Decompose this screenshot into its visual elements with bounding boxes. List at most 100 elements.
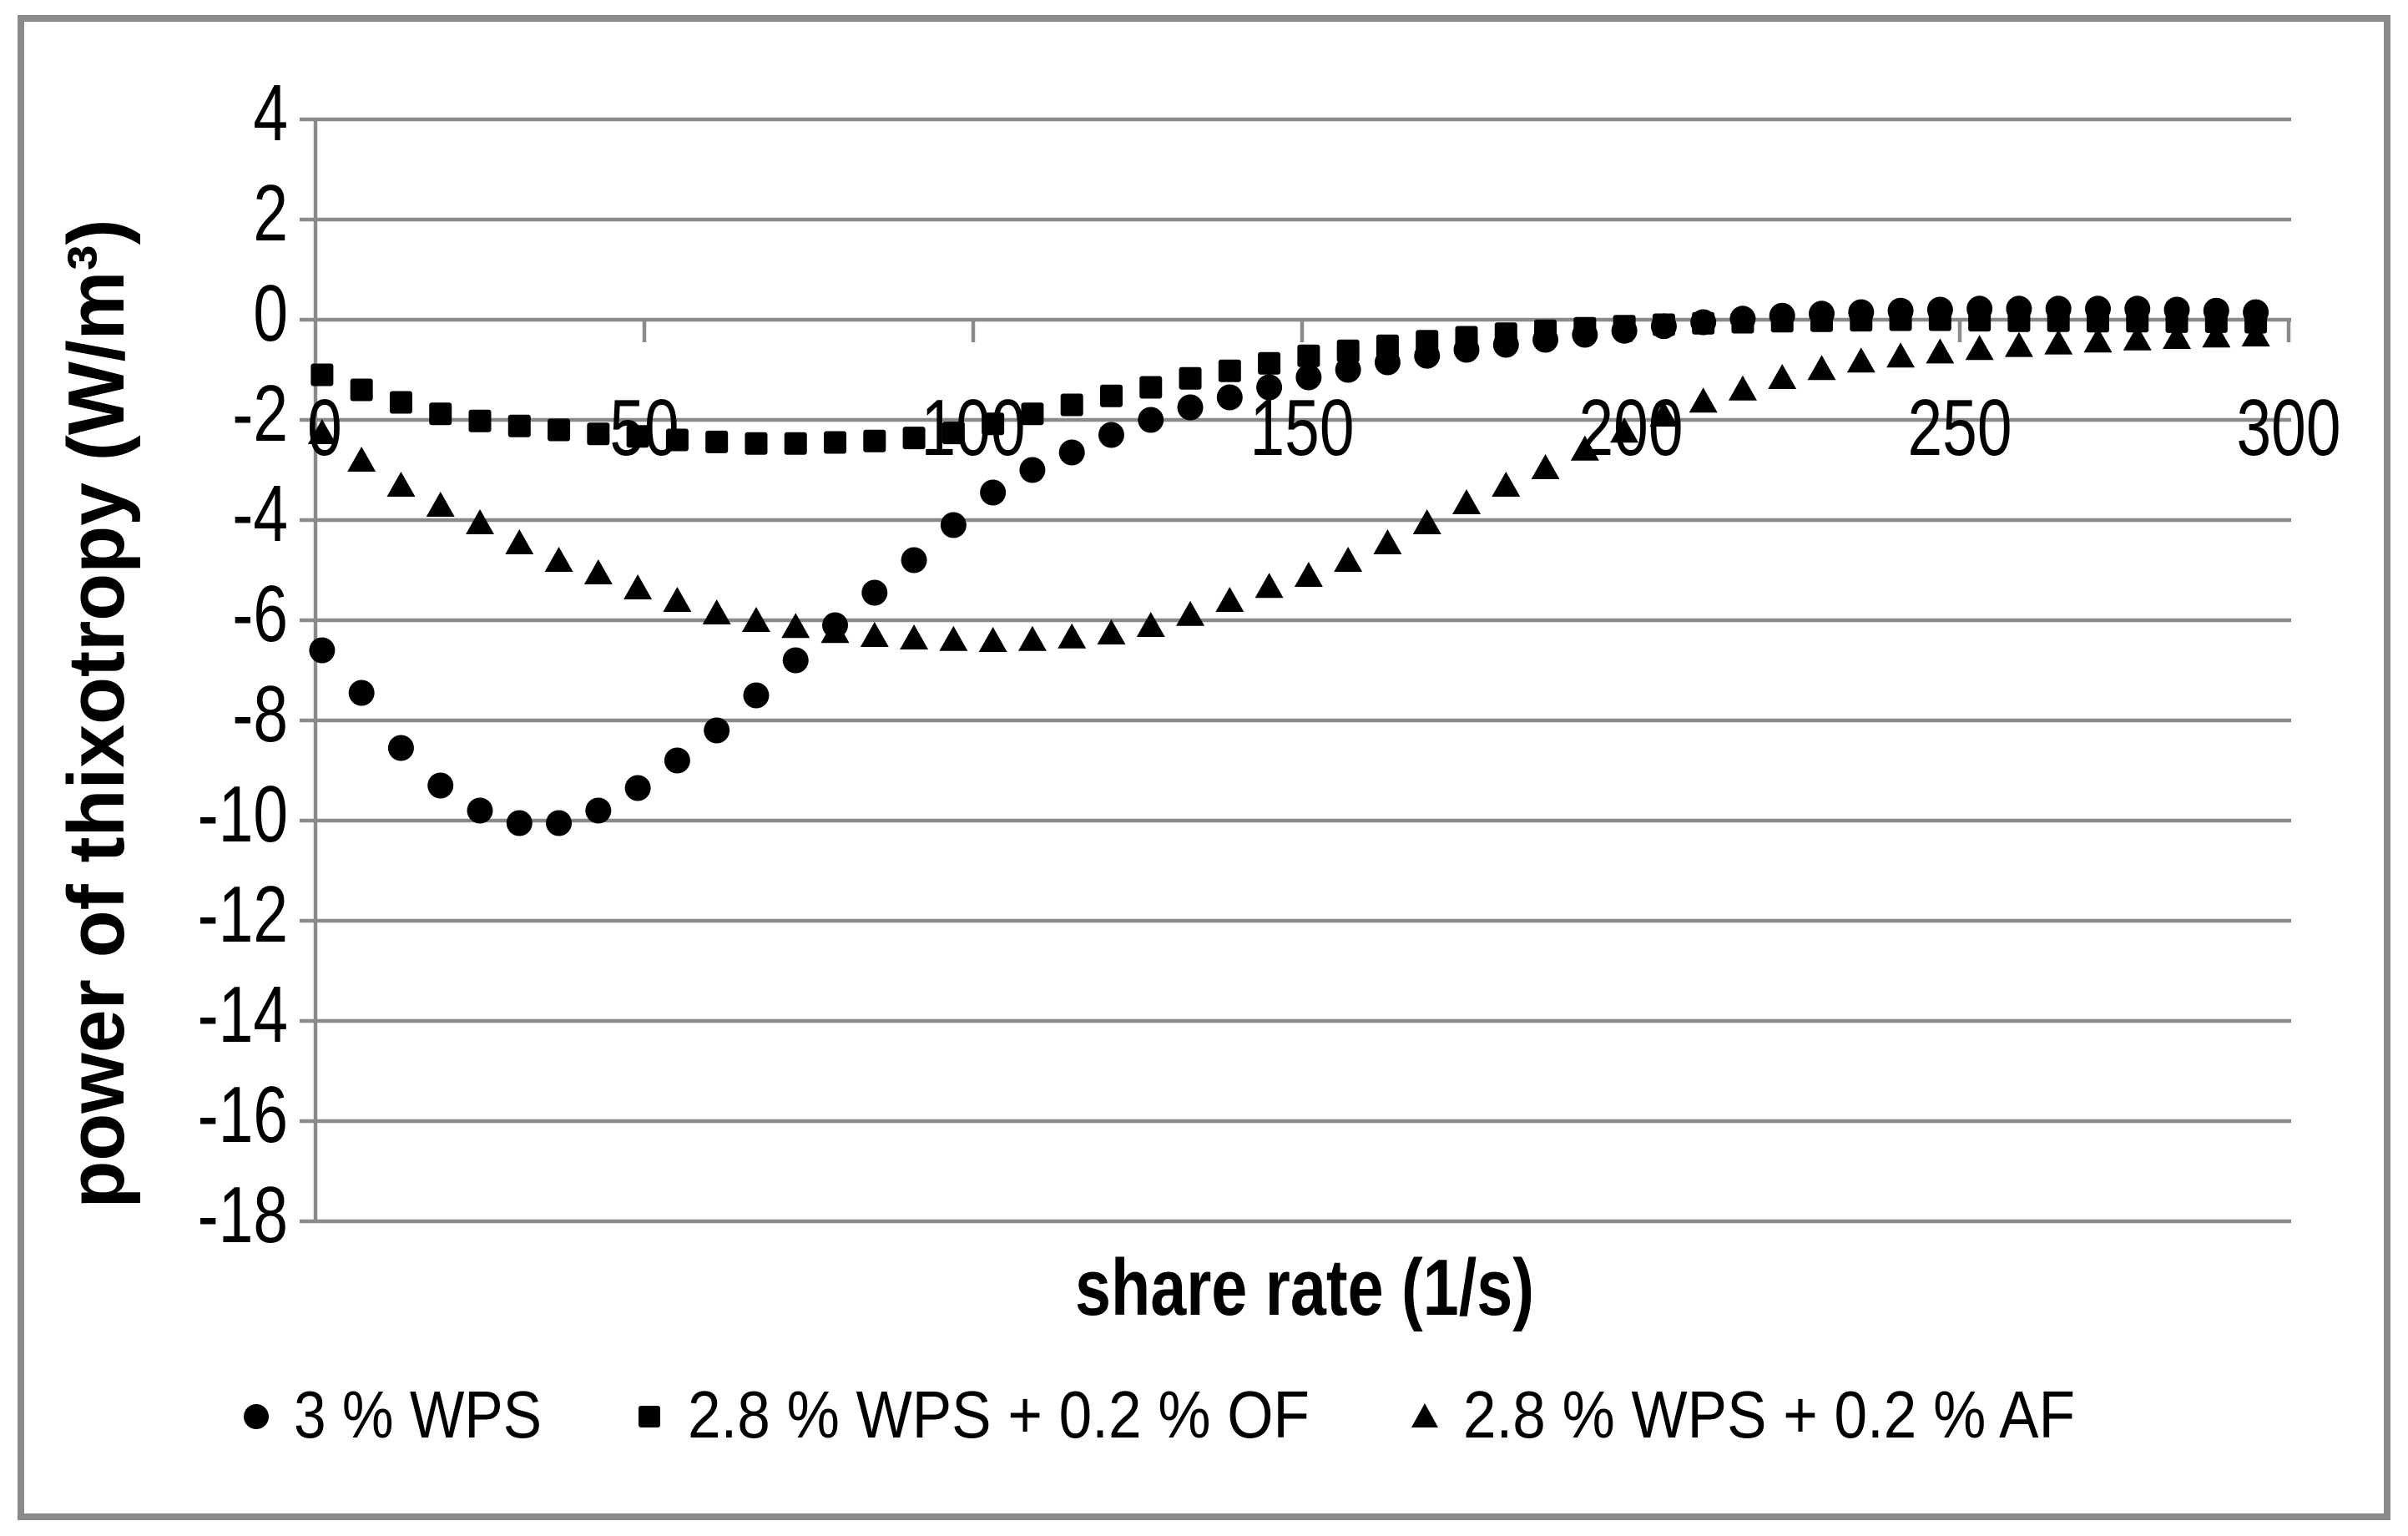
data-point-square xyxy=(1652,313,1675,336)
data-point-circle xyxy=(1098,422,1124,448)
data-point-square xyxy=(665,428,689,452)
legend-square-icon xyxy=(639,1406,660,1427)
data-point-triangle xyxy=(1412,509,1441,534)
data-point-triangle xyxy=(466,509,494,534)
y-tick-label: -6 xyxy=(232,569,288,659)
y-tick-label: 2 xyxy=(253,169,288,258)
data-point-triangle xyxy=(2202,322,2231,348)
series-square xyxy=(310,308,2268,455)
data-point-square xyxy=(310,363,334,387)
data-point-circle xyxy=(1058,439,1085,466)
data-point-square xyxy=(1810,309,1834,332)
y-tick-label: 0 xyxy=(253,269,288,358)
data-point-square xyxy=(1416,330,1439,353)
data-point-triangle xyxy=(2163,324,2192,349)
data-point-circle xyxy=(1335,356,1361,383)
legend-label: 2.8 % WPS + 0.2 % OF xyxy=(688,1377,1310,1452)
x-tick-label: 100 xyxy=(921,383,1026,472)
data-point-triangle xyxy=(1097,619,1126,644)
data-point-circle xyxy=(387,735,414,761)
data-point-triangle xyxy=(1136,612,1165,637)
data-point-triangle xyxy=(1768,364,1797,389)
data-point-square xyxy=(863,429,886,452)
data-point-square xyxy=(1218,359,1241,382)
data-point-triangle xyxy=(1492,472,1521,497)
y-tick-label: -16 xyxy=(198,1070,288,1160)
data-point-triangle xyxy=(1610,417,1639,443)
data-point-triangle xyxy=(663,587,692,612)
data-point-circle xyxy=(467,797,493,824)
data-point-square xyxy=(1573,316,1597,340)
data-point-triangle xyxy=(347,447,376,472)
data-point-circle xyxy=(546,810,573,836)
data-point-square xyxy=(1494,322,1517,346)
data-point-triangle xyxy=(1886,342,1916,368)
data-point-square xyxy=(1850,309,1873,332)
data-point-triangle xyxy=(702,599,731,624)
y-tick-label: -8 xyxy=(232,669,288,759)
data-point-triangle xyxy=(820,618,850,644)
data-point-square xyxy=(1376,334,1399,357)
data-point-circle xyxy=(1019,457,1046,483)
data-point-circle xyxy=(1295,364,1322,391)
data-point-triangle xyxy=(781,613,810,639)
data-point-triangle xyxy=(939,625,968,651)
data-point-square xyxy=(429,402,452,426)
data-point-square xyxy=(1179,366,1202,390)
data-point-circle xyxy=(348,680,375,706)
data-point-triangle xyxy=(2123,325,2152,351)
data-point-square xyxy=(468,409,492,432)
data-point-triangle xyxy=(623,574,653,599)
data-point-square xyxy=(1613,315,1636,338)
legend-item: 2.8 % WPS + 0.2 % AF xyxy=(1411,1377,2075,1452)
data-point-square xyxy=(587,422,610,446)
data-point-square xyxy=(2165,310,2188,333)
data-point-circle xyxy=(743,682,770,709)
data-point-triangle xyxy=(1215,587,1244,612)
series-triangle xyxy=(307,321,2270,652)
data-point-triangle xyxy=(583,559,613,584)
data-point-triangle xyxy=(1926,338,1955,364)
data-point-triangle xyxy=(544,547,573,572)
data-point-square xyxy=(1336,339,1360,362)
data-point-triangle xyxy=(1649,402,1679,427)
legend: 3 % WPS 2.8 % WPS + 0.2 % OF 2.8 % WPS + 0… xyxy=(244,1377,2075,1452)
data-point-square xyxy=(1731,311,1754,334)
y-tick-label: 4 xyxy=(253,68,288,158)
data-point-triangle xyxy=(1452,489,1481,514)
data-point-square xyxy=(745,432,768,455)
data-point-triangle xyxy=(2241,321,2270,346)
data-point-triangle xyxy=(1176,600,1205,626)
data-point-square xyxy=(902,427,926,450)
y-tick-label: -2 xyxy=(232,369,288,458)
legend-label: 2.8 % WPS + 0.2 % AF xyxy=(1463,1377,2075,1452)
data-point-triangle xyxy=(1531,454,1560,479)
data-point-triangle xyxy=(1570,435,1599,461)
data-point-square xyxy=(2047,309,2070,332)
legend-label: 3 % WPS xyxy=(294,1377,542,1452)
y-tick-label: -10 xyxy=(198,770,288,859)
data-point-triangle xyxy=(1294,562,1323,587)
data-point-square xyxy=(1021,402,1044,426)
y-tick-label: -4 xyxy=(232,469,288,558)
data-point-triangle xyxy=(1807,355,1836,381)
data-point-triangle xyxy=(1058,623,1087,649)
data-point-square xyxy=(2204,310,2228,333)
data-point-triangle xyxy=(1017,625,1047,651)
legend-item: 3 % WPS xyxy=(244,1377,542,1452)
data-point-circle xyxy=(585,797,612,824)
data-point-circle xyxy=(980,479,1007,506)
data-point-circle xyxy=(704,717,730,744)
data-point-square xyxy=(1060,393,1083,417)
x-axis-title: share rate (1/s) xyxy=(1075,1243,1534,1332)
data-point-triangle xyxy=(2004,331,2033,357)
data-point-circle xyxy=(901,547,927,573)
data-point-square xyxy=(2126,310,2149,333)
data-point-square xyxy=(1534,319,1557,342)
legend-circle-icon xyxy=(244,1404,269,1429)
data-point-square xyxy=(1928,308,1951,331)
data-point-triangle xyxy=(1846,347,1875,373)
data-point-circle xyxy=(1256,374,1283,401)
